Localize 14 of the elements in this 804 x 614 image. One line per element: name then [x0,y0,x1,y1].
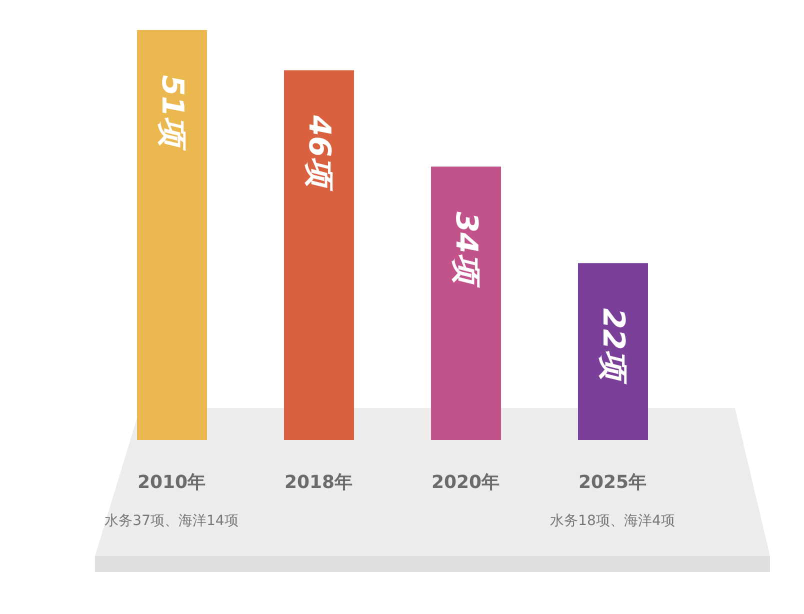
data-label: 46项 [302,114,336,192]
x-tick-label: 2020年 [431,472,500,493]
bar [431,166,501,440]
text: 水务18项、海洋4项 [550,513,675,529]
x-tick-label: 2018年 [284,472,353,493]
x-tick-label: 2010年 [137,472,206,493]
bar [284,70,354,440]
bar [137,30,207,440]
data-label: 22项 [596,308,630,385]
data-label: 34项 [448,212,484,288]
x-tick-label: 2025年 [578,472,647,493]
data-label: 51项 [154,75,190,152]
text: 水务37项、海洋14项 [104,513,238,529]
bar [578,263,648,440]
